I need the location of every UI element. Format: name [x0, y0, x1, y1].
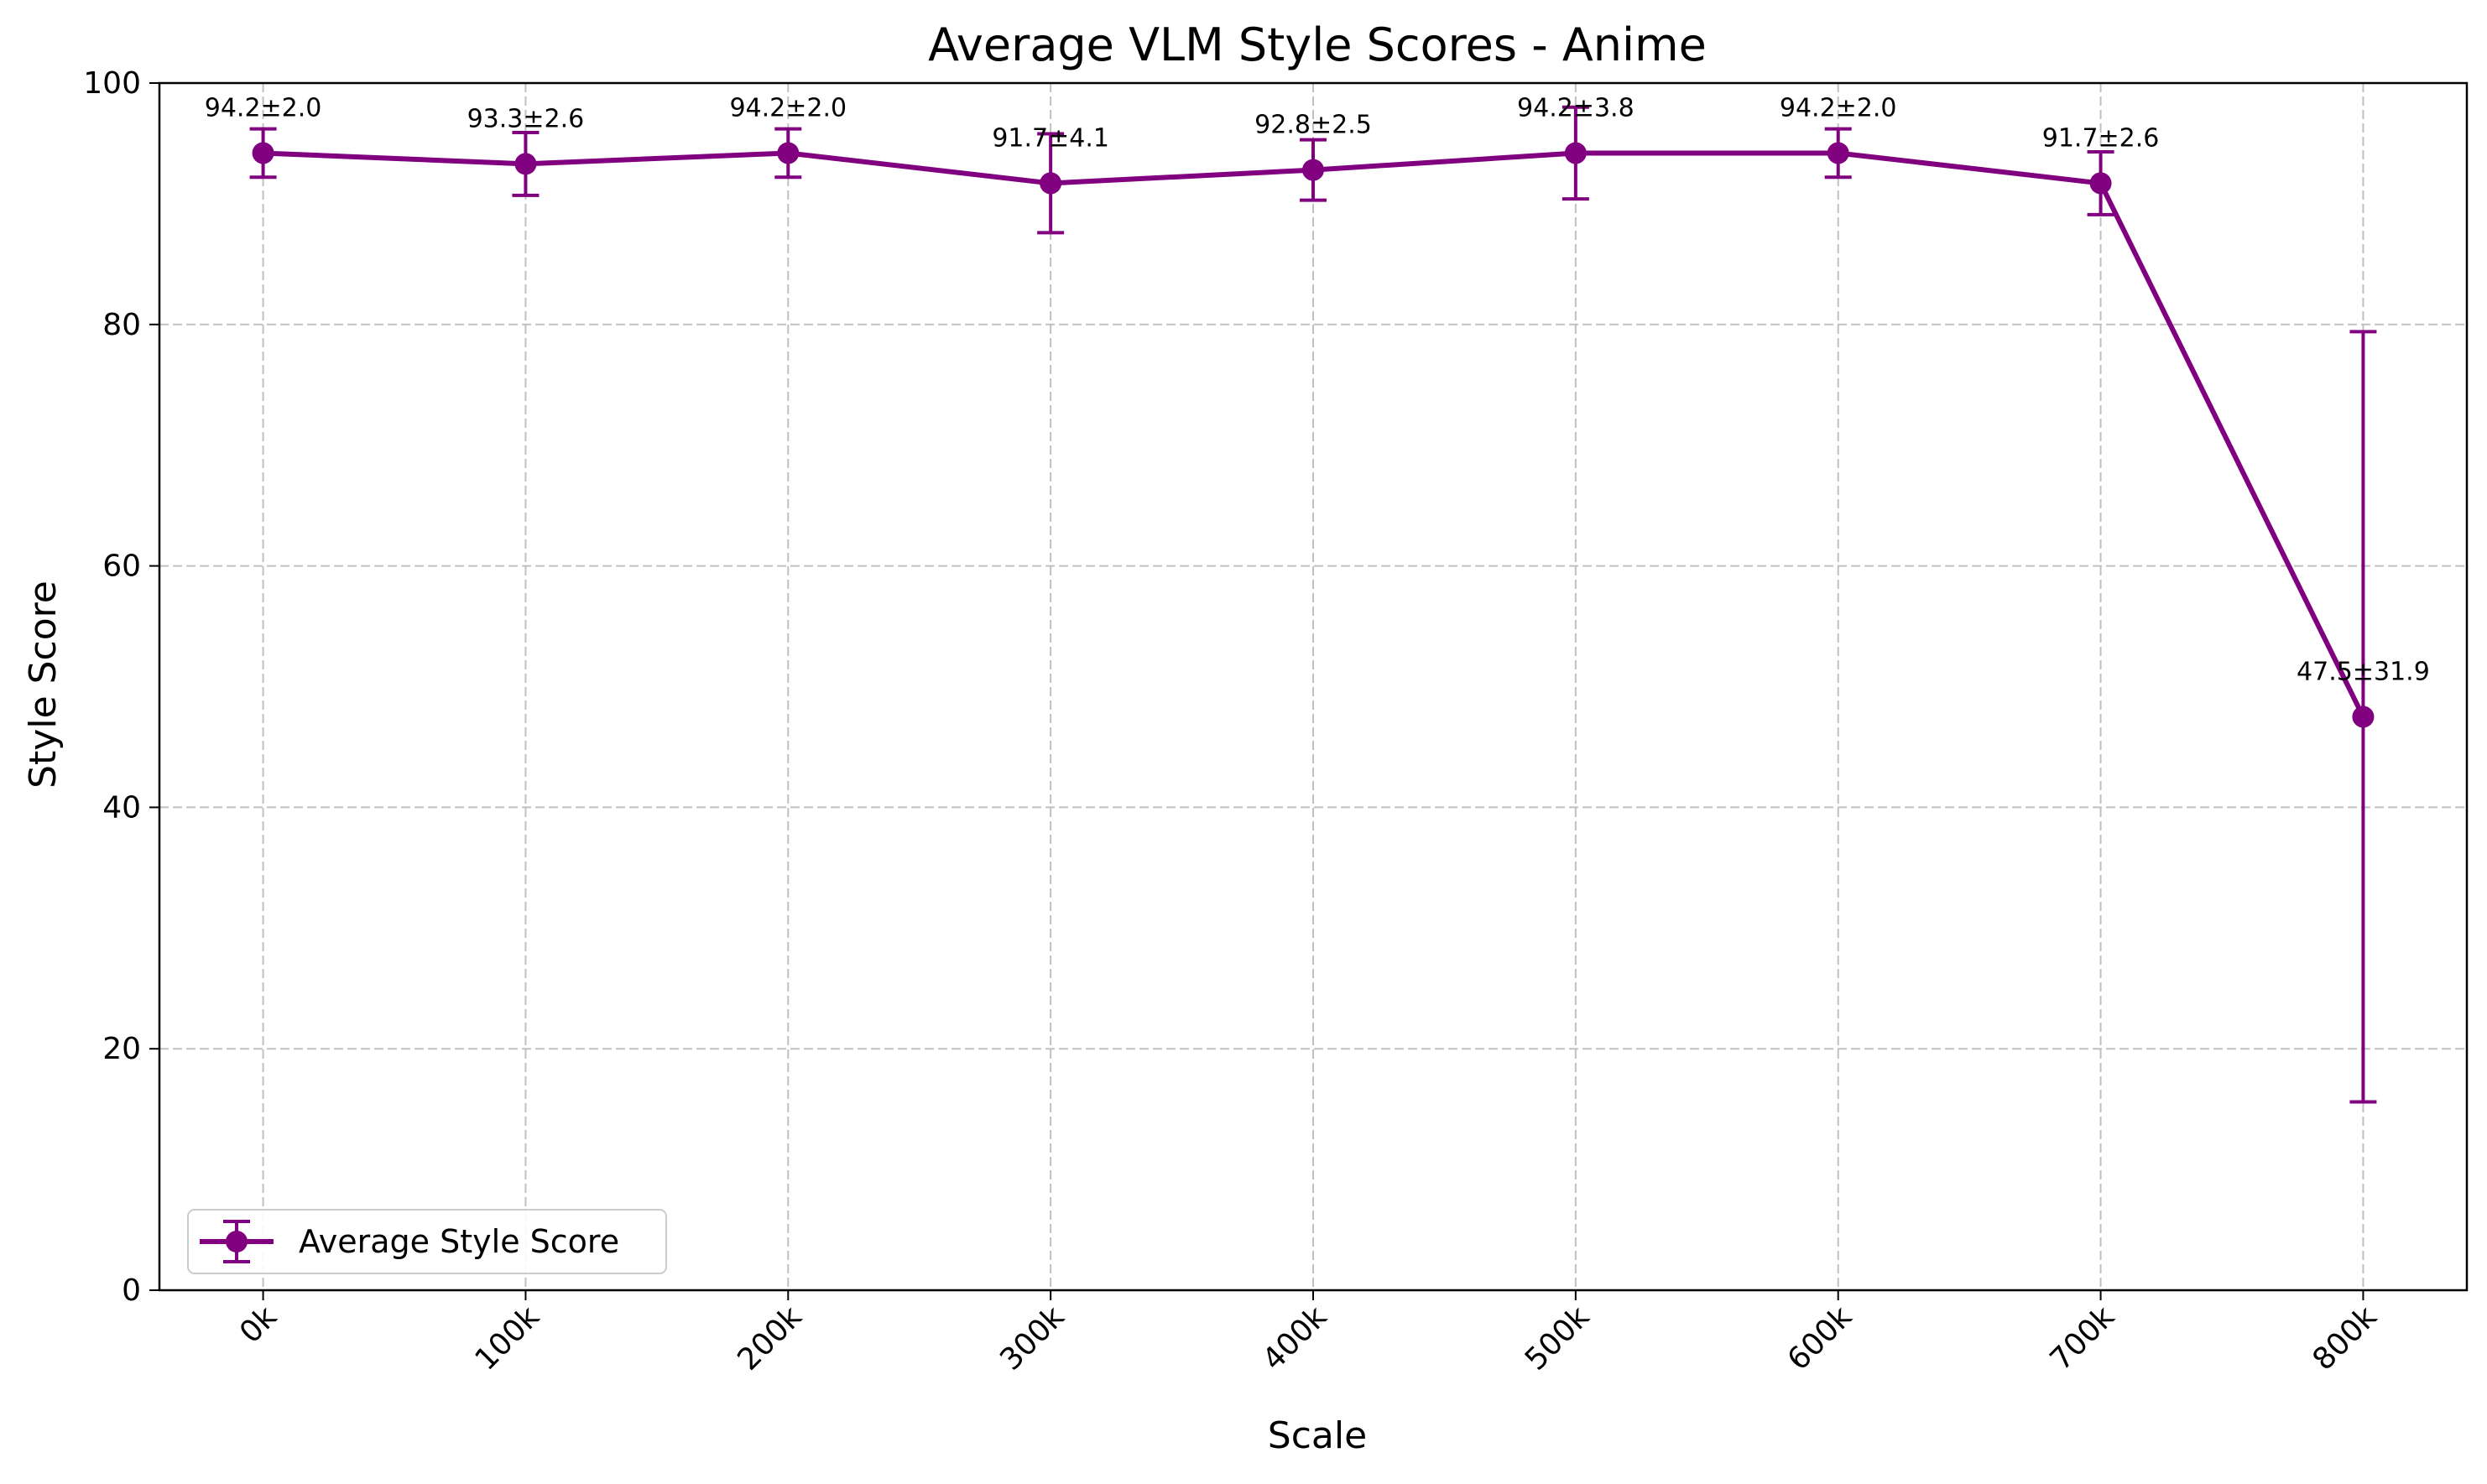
x-tick-label: 500k [1519, 1299, 1596, 1377]
legend: Average Style Score [187, 1209, 667, 1274]
legend-box [187, 1209, 667, 1274]
data-point [1564, 142, 1587, 164]
data-label: 47.5±31.9 [2297, 657, 2430, 686]
x-tick-label: 0k [233, 1299, 284, 1350]
x-axis-label: Scale [1268, 1414, 1367, 1457]
x-tick-label: 200k [731, 1299, 808, 1377]
data-label: 94.2±2.0 [729, 93, 847, 122]
data-point [514, 153, 537, 175]
data-labels: 94.2±2.0 93.3±2.6 94.2±2.0 91.7±4.1 92.8±2.5… [205, 93, 2430, 686]
plot-frame [158, 81, 2469, 1292]
y-axis-label: Style Score [22, 581, 65, 789]
axes: 0 20 40 60 80 100 0k 100k 200k 300k 400k 500k 600k 70… [83, 66, 2469, 1377]
data-point [2352, 706, 2375, 728]
x-tick-label: 700k [2044, 1299, 2121, 1377]
data-point [1040, 172, 1062, 195]
data-label: 93.3±2.6 [467, 104, 585, 133]
data-point [2089, 172, 2112, 195]
data-label: 94.2±3.8 [1517, 93, 1635, 122]
data-point [777, 142, 800, 164]
data-point [1827, 142, 1849, 164]
data-label: 94.2±2.0 [205, 93, 322, 122]
legend-label: Average Style Score [299, 1223, 619, 1260]
data-label: 91.7±2.6 [2042, 123, 2160, 153]
y-tick-label: 40 [102, 790, 141, 825]
grid-lines [159, 83, 2467, 1290]
x-tick-label: 400k [1256, 1299, 1333, 1377]
y-tick-label: 80 [102, 308, 141, 342]
data-label: 94.2±2.0 [1780, 93, 1897, 122]
x-tick-label: 300k [993, 1299, 1071, 1377]
series-layer [249, 105, 2377, 1104]
legend-marker-swatch [226, 1231, 248, 1252]
data-label: 92.8±2.5 [1254, 111, 1372, 140]
x-tick-label: 800k [2306, 1299, 2383, 1377]
data-label: 91.7±4.1 [992, 123, 1109, 153]
y-tick-label: 60 [102, 549, 141, 584]
y-tick-label: 0 [122, 1273, 141, 1308]
data-point [1302, 159, 1324, 181]
x-tick-label: 100k [468, 1299, 545, 1377]
x-tick-label: 600k [1781, 1299, 1859, 1377]
y-tick-label: 20 [102, 1032, 141, 1066]
chart-title: Average VLM Style Scores - Anime [928, 18, 1707, 71]
y-tick-label: 100 [83, 66, 141, 101]
data-point [252, 142, 274, 164]
